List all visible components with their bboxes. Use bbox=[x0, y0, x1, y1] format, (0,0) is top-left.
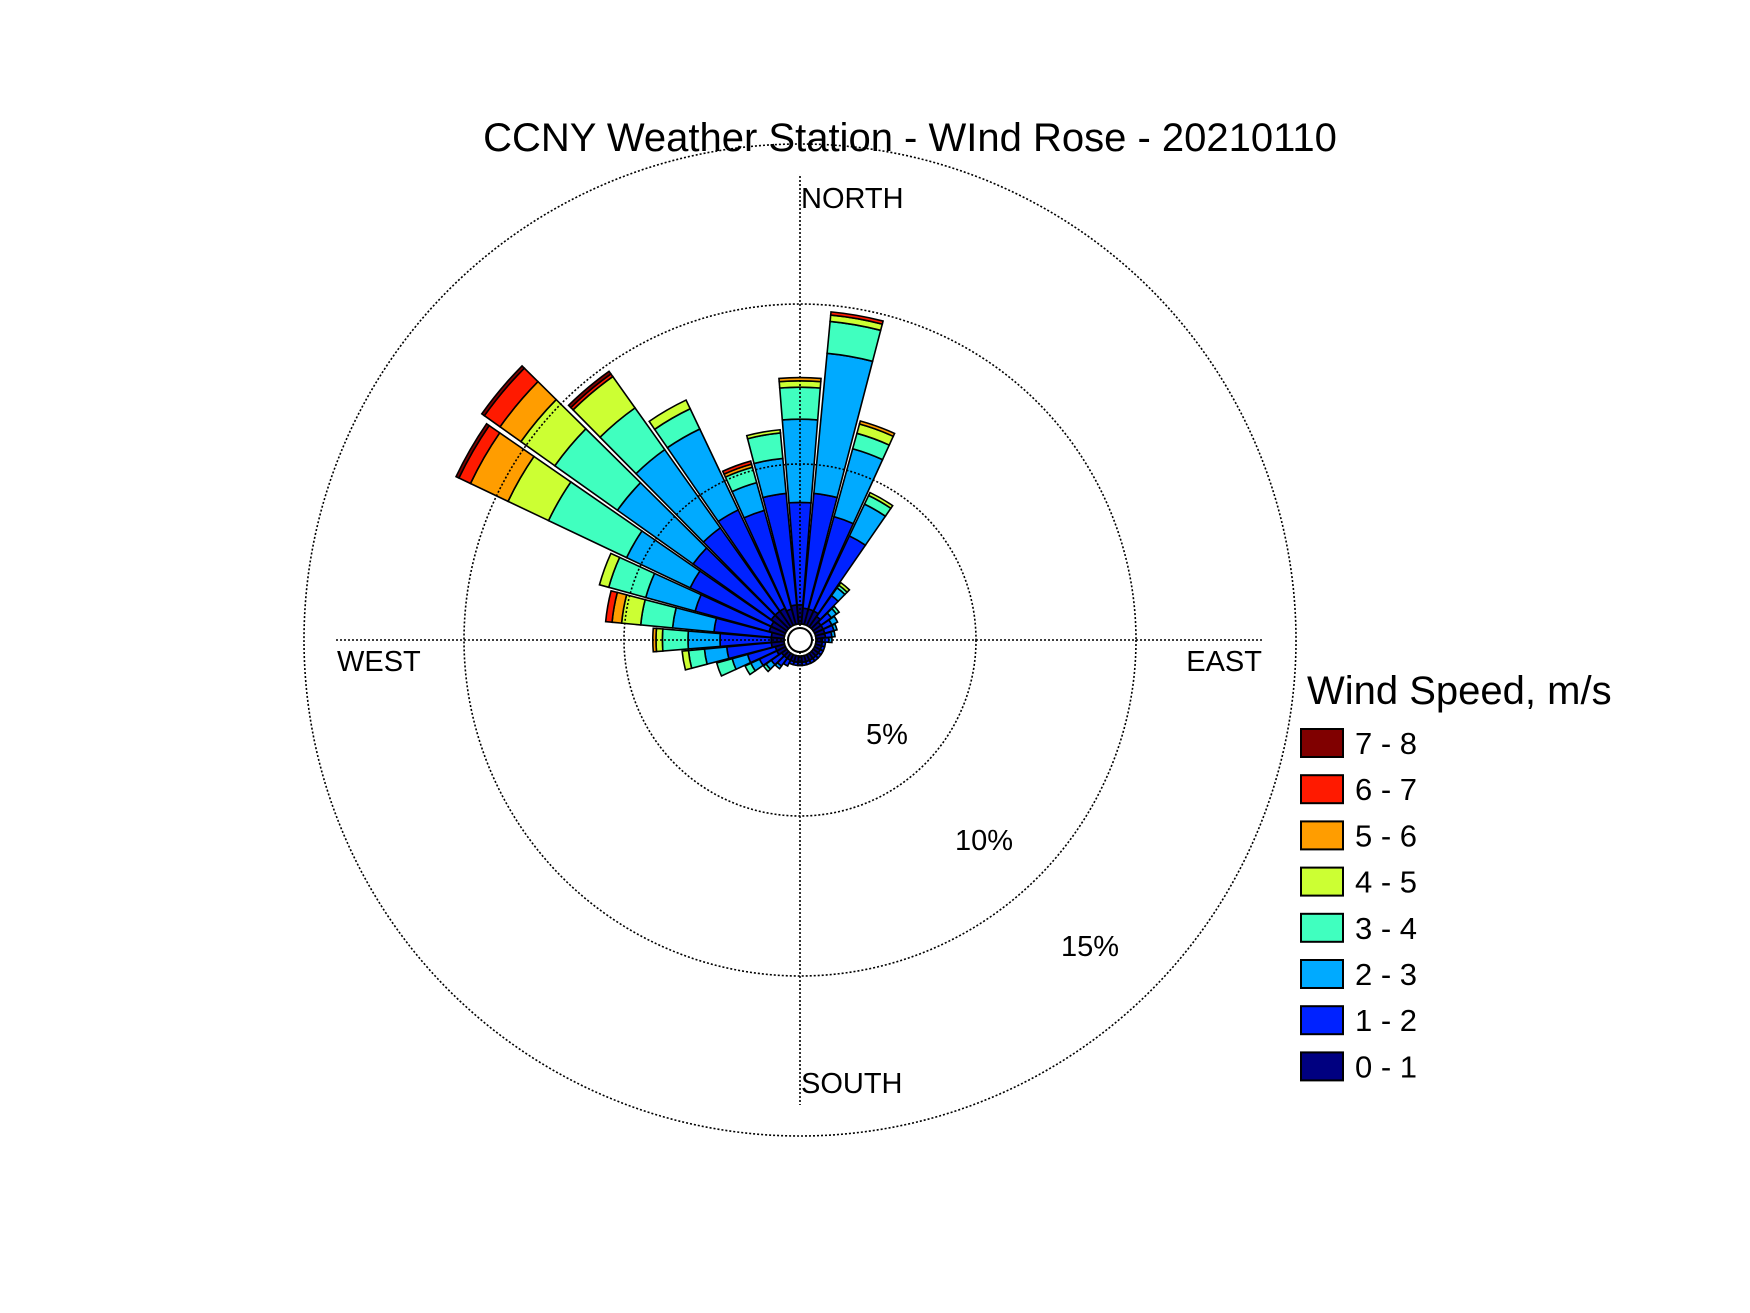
compass-label-south: SOUTH bbox=[801, 1068, 903, 1100]
compass-label-east: EAST bbox=[1186, 646, 1262, 678]
petal-segment-0-bin-5 bbox=[778, 376, 822, 383]
petal-segment-10-bin-6 bbox=[829, 310, 885, 326]
petal-segment-310-bin-7 bbox=[480, 364, 526, 417]
legend-swatch-4 bbox=[1300, 912, 1344, 943]
legend-label-4: 3 - 4 bbox=[1355, 911, 1417, 946]
legend-label-3: 4 - 5 bbox=[1355, 865, 1417, 900]
petal-segment-260-bin-4 bbox=[681, 649, 693, 671]
compass-label-north: NORTH bbox=[801, 183, 904, 215]
legend-swatch-3 bbox=[1300, 866, 1344, 897]
petal-segment-50-bin-3 bbox=[830, 605, 841, 616]
petal-segment-70-bin-2 bbox=[830, 622, 839, 632]
legend-swatch-0 bbox=[1300, 728, 1344, 758]
legend-swatch-7 bbox=[1300, 1051, 1344, 1082]
legend-swatch-1 bbox=[1300, 774, 1344, 805]
grid-ring-15 bbox=[303, 143, 1297, 1137]
legend-label-0: 7 - 8 bbox=[1355, 726, 1417, 761]
legend-swatch-2 bbox=[1300, 820, 1344, 851]
legend-title: Wind Speed, m/s bbox=[1307, 669, 1612, 713]
petal-segment-250-bin-3 bbox=[715, 657, 738, 678]
center-calm-circle bbox=[787, 627, 813, 653]
wind-rose-petals bbox=[454, 310, 896, 678]
legend-label-7: 0 - 1 bbox=[1355, 1049, 1417, 1084]
chart-title: CCNY Weather Station - WInd Rose - 20210… bbox=[483, 116, 1337, 160]
petal-segment-330-bin-4 bbox=[648, 399, 692, 431]
legend-swatch-6 bbox=[1300, 1005, 1344, 1036]
legend-label-2: 5 - 6 bbox=[1355, 818, 1417, 853]
petal-segment-290-bin-4 bbox=[598, 552, 621, 589]
petal-segment-320-bin-7 bbox=[567, 370, 613, 409]
petal-segment-20-bin-5 bbox=[858, 419, 896, 438]
petal-segment-300-bin-7 bbox=[454, 422, 491, 480]
petal-segment-80-bin-2 bbox=[829, 630, 836, 638]
petal-segment-30-bin-4 bbox=[867, 491, 894, 510]
petal-segment-40-bin-4 bbox=[837, 581, 851, 594]
ring-label-10: 10% bbox=[955, 825, 1013, 857]
legend-label-1: 6 - 7 bbox=[1355, 772, 1417, 807]
legend-label-5: 2 - 3 bbox=[1355, 957, 1417, 992]
petal-segment-340-bin-6 bbox=[721, 460, 753, 476]
petal-segment-270-bin-5 bbox=[651, 627, 658, 653]
legend: Wind Speed, m/s 7 - 8 6 - 7 5 - 6 4 - 5 3 - … bbox=[1300, 669, 1612, 1084]
ring-label-15: 15% bbox=[1061, 931, 1119, 963]
petal-segment-60-bin-2 bbox=[827, 615, 839, 626]
compass-label-west: WEST bbox=[337, 646, 421, 678]
legend-swatch-5 bbox=[1300, 959, 1344, 989]
legend-label-6: 1 - 2 bbox=[1355, 1003, 1417, 1038]
ring-label-5: 5% bbox=[866, 719, 908, 751]
petal-segment-240-bin-3 bbox=[744, 662, 757, 676]
petal-segment-350-bin-4 bbox=[745, 428, 782, 440]
petal-segment-280-bin-6 bbox=[604, 589, 619, 624]
